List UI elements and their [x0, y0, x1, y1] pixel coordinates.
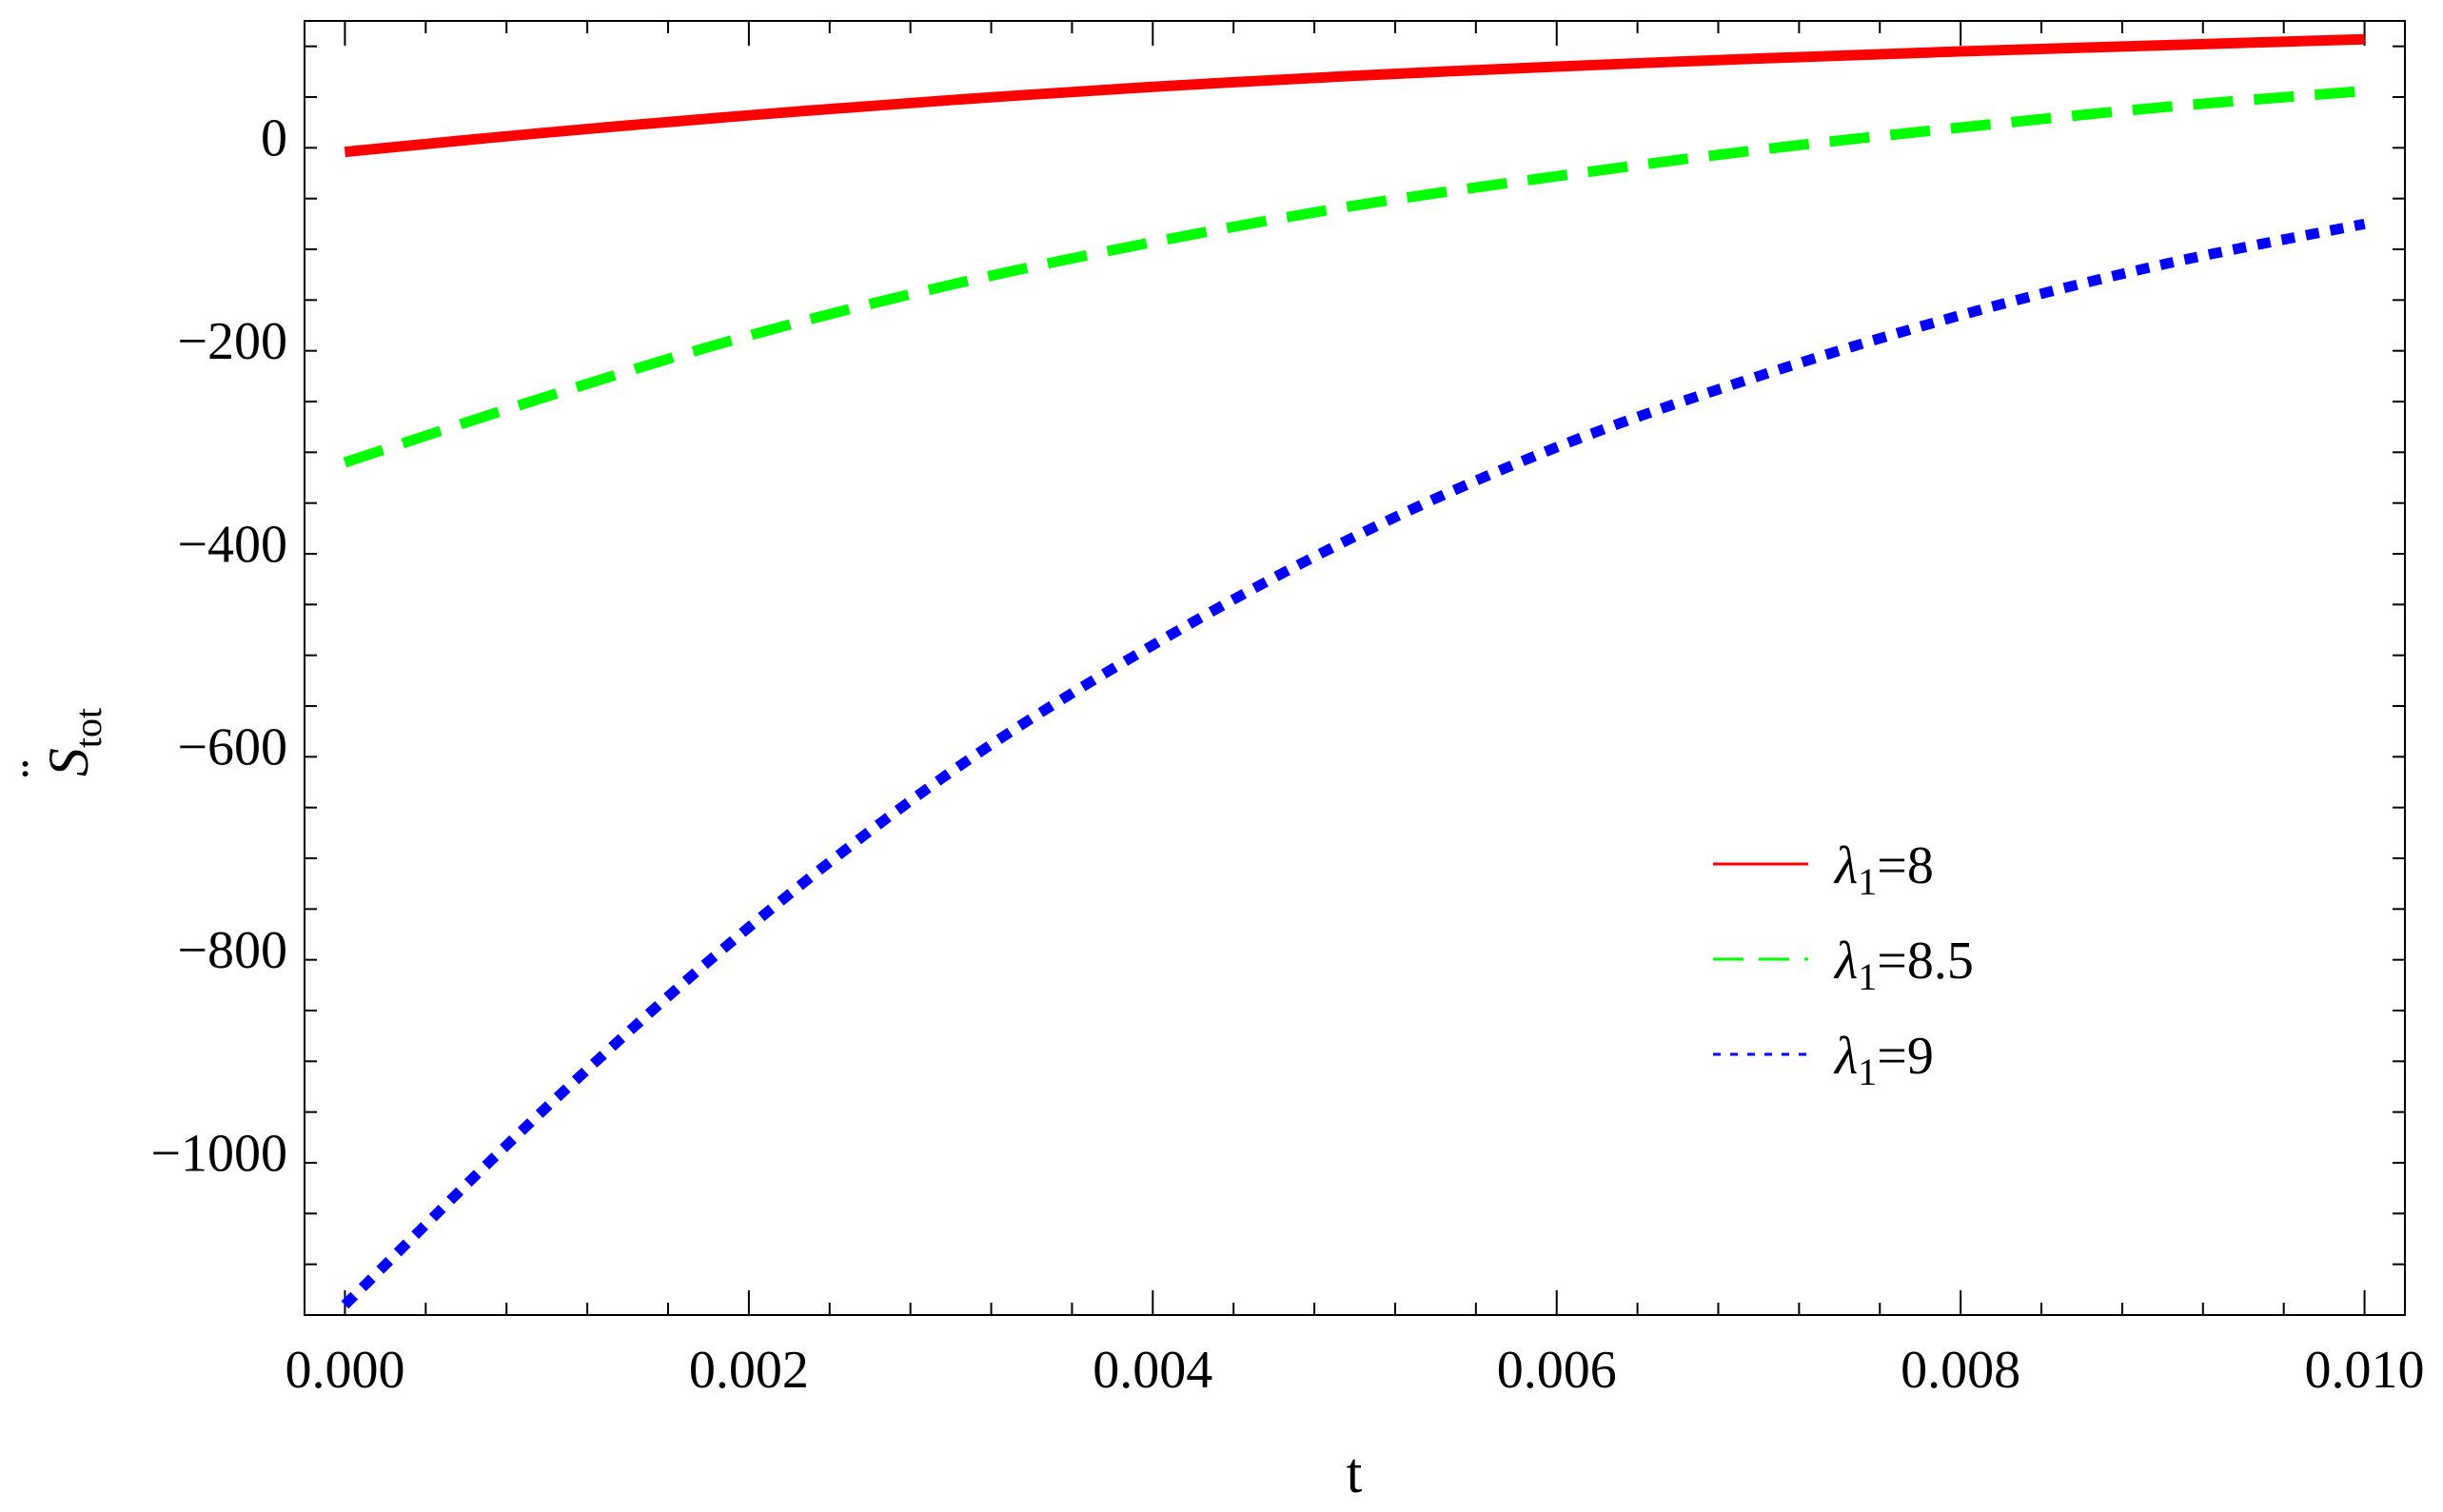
- svg-text:Stot: Stot: [37, 708, 109, 776]
- y-axis-title: Stot ¨: [9, 708, 109, 778]
- x-tick-label: 0.010: [2305, 1341, 2425, 1400]
- plot-frame: [304, 20, 2406, 1316]
- x-tick-labels: 0.000 0.002 0.004 0.006 0.008 0.010: [285, 1341, 2424, 1400]
- x-tick-label: 0.006: [1497, 1341, 1617, 1400]
- y-tick-label: −400: [177, 515, 287, 574]
- y-tick-labels: 0 −200 −400 −600 −800 −1000: [150, 109, 287, 1184]
- x-tick-label: 0.008: [1901, 1341, 2020, 1400]
- x-tick-label: 0.000: [285, 1341, 404, 1400]
- legend-label-2: λ1=8.5: [1833, 932, 1974, 998]
- series-line-3: [341, 218, 2366, 1309]
- y-tick-label: 0: [261, 109, 287, 168]
- x-tick-label: 0.004: [1093, 1341, 1212, 1400]
- series-line-1: [344, 33, 2365, 158]
- series-line-2: [343, 86, 2366, 468]
- legend-label-3: λ1=9: [1833, 1027, 1934, 1093]
- y-tick-label: −1000: [150, 1124, 287, 1183]
- y-tick-label: −200: [177, 312, 287, 371]
- series-lines: [341, 33, 2366, 1309]
- y-axis-title-accent: ¨: [9, 759, 71, 778]
- x-axis-title: t: [1347, 1442, 1363, 1504]
- x-tick-label: 0.002: [689, 1341, 809, 1400]
- legend-label-1: λ1=8: [1833, 836, 1934, 903]
- legend: λ1=8 λ1=8.5 λ1=9: [1713, 836, 1974, 1093]
- y-tick-label: −800: [177, 921, 287, 980]
- y-axis-title-base: S: [37, 748, 100, 776]
- y-axis-title-subscript: tot: [67, 708, 109, 748]
- axis-ticks: [305, 21, 2405, 1316]
- y-tick-label: −600: [177, 718, 287, 777]
